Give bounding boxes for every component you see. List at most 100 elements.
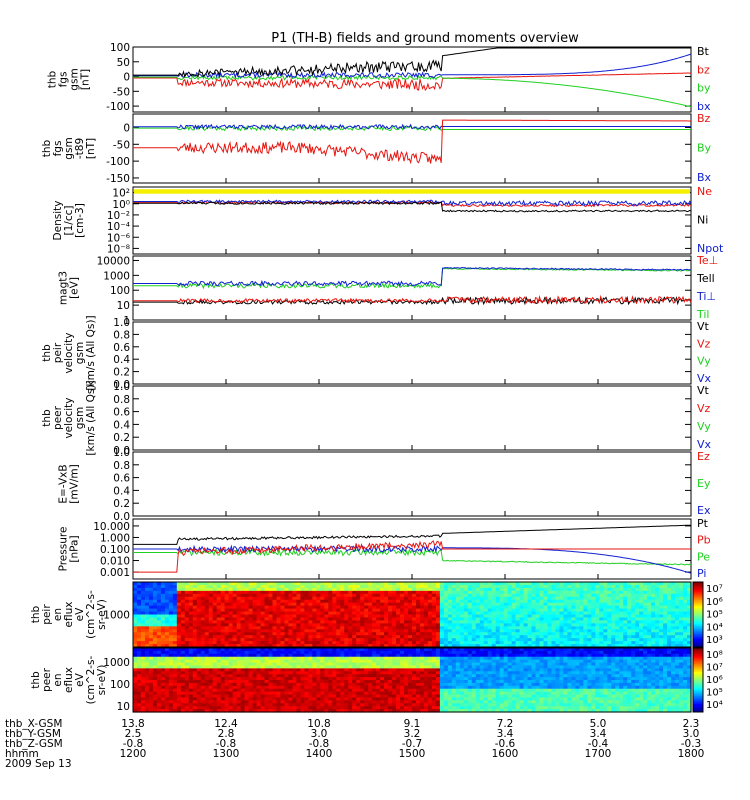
spectrogram-cell [176, 614, 182, 619]
spectrogram-cell [296, 685, 301, 690]
spectrogram-cell [352, 620, 357, 624]
spectrogram-cell [360, 602, 365, 607]
spectrogram-cell [671, 641, 676, 645]
spectrogram-cell [312, 608, 317, 613]
spectrogram-cell [160, 644, 166, 648]
spectrogram-cell [408, 653, 413, 658]
spectrogram-cell [316, 668, 321, 672]
spectrogram-cell [487, 620, 493, 624]
spectrogram-cell [419, 605, 425, 610]
spectrogram-cell [372, 584, 377, 589]
spectrogram-cell [415, 688, 421, 693]
spectrogram-cell [439, 605, 445, 610]
spectrogram-cell [184, 611, 190, 616]
spectrogram-cell [408, 691, 413, 696]
spectrogram-cell [663, 617, 668, 621]
spectrogram-cell [236, 582, 242, 586]
spectrogram-cell [404, 593, 409, 598]
spectrogram-cell [404, 582, 409, 586]
spectrogram-cell [152, 623, 158, 627]
spectrogram-cell [491, 584, 497, 589]
spectrogram-cell [196, 629, 202, 633]
spectrogram-cell [651, 590, 656, 595]
spectrogram-cell [384, 662, 389, 667]
spectrogram-cell [611, 620, 616, 624]
spectrogram-cell [515, 629, 521, 633]
spectrogram-cell [236, 617, 242, 621]
spectrogram-cell [471, 623, 477, 627]
spectrogram-cell [603, 620, 608, 624]
spectrogram-cell [587, 626, 592, 630]
series-tiperp [133, 266, 692, 288]
y-tick-label: 0.2 [113, 432, 130, 444]
spectrogram-cell [216, 608, 222, 613]
spectrogram-cell [236, 662, 242, 667]
spectrogram-cell [224, 650, 230, 655]
spectrogram-cell [196, 706, 202, 710]
spectrogram-cell [148, 650, 154, 655]
spectrogram-cell [400, 584, 405, 589]
spectrogram-cell [599, 632, 604, 636]
spectrogram-cell [196, 582, 202, 586]
spectrogram-cell [623, 626, 628, 630]
spectrogram-cell [671, 593, 676, 598]
spectrogram-cell [133, 582, 138, 586]
spectrogram-cell [348, 620, 353, 624]
spectrogram-cell [479, 596, 485, 601]
figure-title: P1 (TH-B) fields and ground moments over… [271, 31, 579, 46]
spectrogram-cell [591, 584, 596, 589]
spectrogram-cell [503, 632, 509, 636]
spectrogram-cell [208, 605, 214, 610]
spectrogram-cell [364, 641, 369, 645]
spectrogram-cell [320, 697, 325, 701]
spectrogram-cell [133, 694, 138, 699]
spectrogram-cell [404, 688, 409, 693]
y-tick-label: 50 [117, 57, 130, 69]
spectrogram-cell [663, 599, 668, 604]
spectrogram-cell [204, 623, 210, 627]
spectrogram-cell [296, 644, 301, 648]
spectrogram-cell [400, 650, 405, 655]
spectrogram-cell [463, 638, 469, 642]
spectrogram-cell [348, 659, 353, 664]
spectrogram-cell [392, 656, 397, 661]
spectrogram-cell [272, 623, 278, 627]
spectrogram-cell [264, 697, 270, 701]
spectrogram-cell [372, 685, 377, 690]
spectrogram-cell [587, 644, 592, 648]
spectrogram-cell [276, 680, 282, 684]
spectrogram-cell [244, 593, 250, 598]
spectrogram-cell [164, 602, 170, 607]
spectrogram-cell [244, 596, 250, 601]
spectrogram-cell [232, 665, 238, 669]
spectrogram-cell [675, 635, 680, 639]
spectrogram-cell [312, 700, 317, 704]
spectrogram-cell [140, 659, 146, 664]
spectrogram-cell [316, 648, 321, 652]
spectrogram-cell [539, 614, 545, 619]
spectrogram-cell [276, 709, 282, 713]
spectrogram-cell [507, 641, 513, 645]
spectrogram-cell [360, 611, 365, 616]
spectrogram-cell [168, 584, 174, 589]
spectrogram-cell [168, 608, 174, 613]
spectrogram-cell [575, 582, 580, 586]
spectrogram-cell [276, 584, 282, 589]
spectrogram-cell [527, 582, 533, 586]
spectrogram-cell [292, 653, 298, 658]
spectrogram-cell [176, 662, 182, 667]
spectrogram-cell [384, 605, 389, 610]
spectrogram-cell [388, 638, 393, 642]
spectrogram-cell [192, 662, 198, 667]
spectrogram-cell [180, 709, 186, 713]
spectrogram-cell [499, 590, 505, 595]
spectrogram-cell [256, 587, 262, 592]
spectrogram-cell [248, 641, 254, 645]
spectrogram-cell [415, 700, 421, 704]
spectrogram-cell [208, 691, 214, 696]
spectrogram-cell [404, 608, 409, 613]
spectrogram-cell [204, 614, 210, 619]
y-tick-label: 1.0 [113, 447, 130, 459]
spectrogram-cell [587, 620, 592, 624]
spectrogram-cell [619, 617, 624, 621]
